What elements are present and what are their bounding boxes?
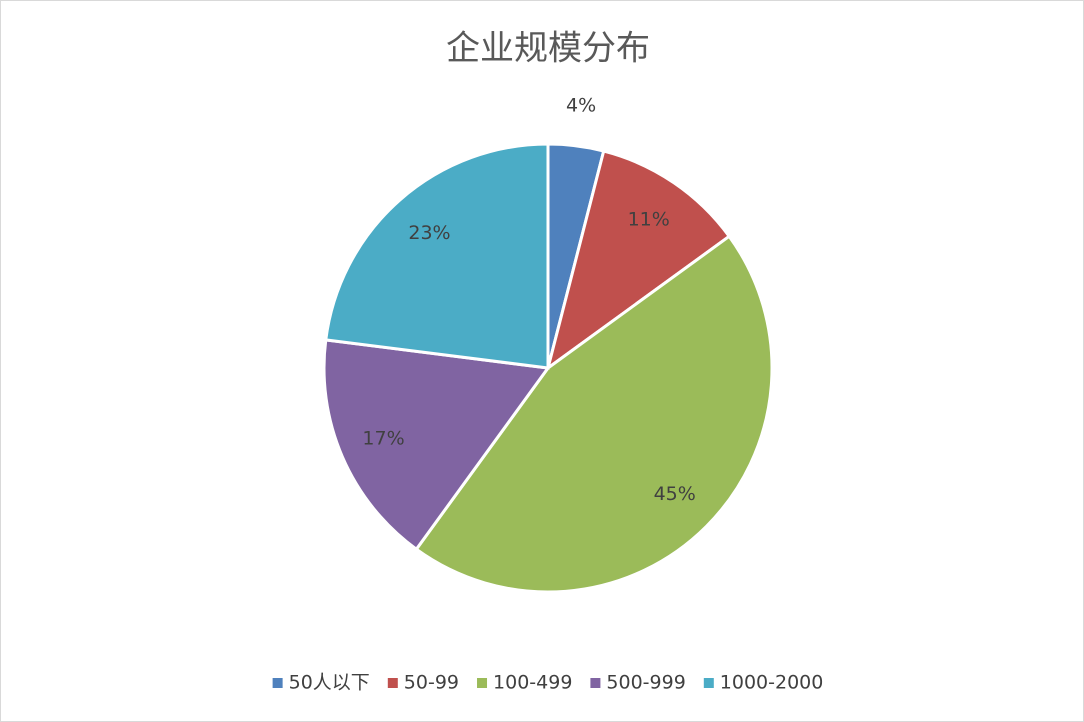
data-label: 4% (566, 95, 596, 117)
legend-swatch (272, 678, 283, 688)
data-label: 23% (408, 222, 450, 244)
legend-swatch (590, 678, 601, 688)
legend-swatch (477, 678, 488, 688)
legend: 50人以下 50-99 100-499 500-999 1000-2000 (272, 672, 824, 694)
legend-swatch (703, 678, 714, 688)
legend-label: 50-99 (404, 672, 459, 694)
data-label: 11% (628, 208, 670, 230)
pie-slice (324, 142, 550, 370)
legend-label: 1000-2000 (720, 672, 824, 694)
pie-slice (545, 149, 732, 372)
pie-slice (414, 234, 774, 594)
legend-label: 50人以下 (289, 672, 370, 694)
chart-title: 企业规模分布 (446, 29, 650, 69)
pie (322, 142, 774, 594)
pie-slice (322, 338, 551, 552)
legend-swatch (387, 678, 398, 688)
legend-label: 500-999 (606, 672, 685, 694)
data-label: 17% (362, 428, 404, 450)
legend-label: 100-499 (493, 672, 572, 694)
data-label: 45% (654, 483, 696, 505)
